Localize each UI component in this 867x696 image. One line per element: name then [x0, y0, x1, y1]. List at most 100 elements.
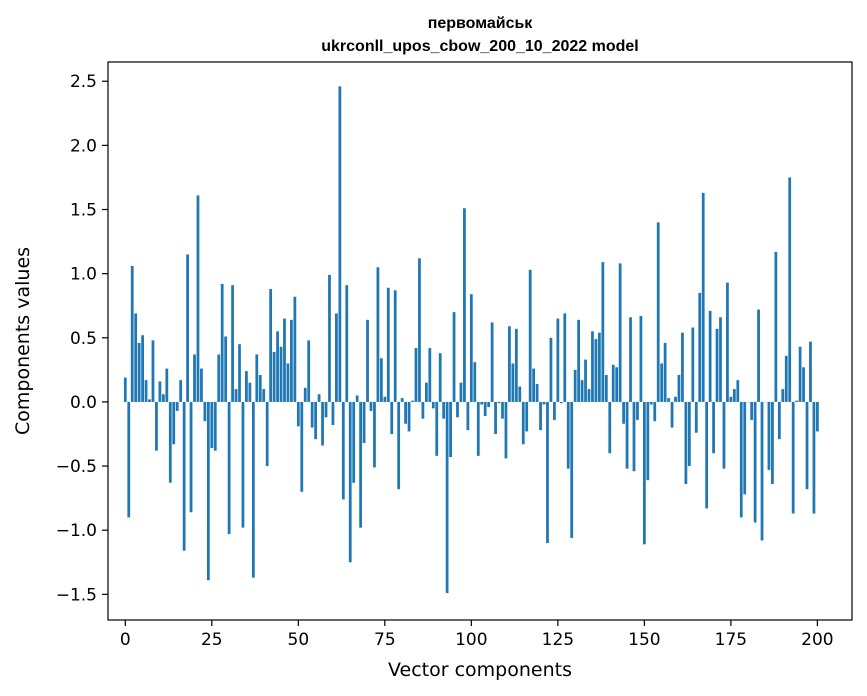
bar-component-179	[743, 401, 747, 495]
bar-component-134	[587, 389, 591, 402]
bar-component-113	[514, 328, 518, 402]
bar-component-196	[802, 367, 805, 402]
bar-component-17	[182, 401, 186, 551]
bar-component-40	[262, 389, 266, 402]
bar-component-49	[293, 296, 297, 402]
bar-component-22	[200, 368, 203, 402]
x-tick-label: 175	[715, 630, 747, 650]
bar-component-197	[805, 401, 809, 490]
bar-component-27	[217, 354, 221, 402]
plot-frame	[107, 61, 853, 621]
bar-component-83	[411, 400, 414, 402]
bar-component-102	[476, 401, 480, 456]
x-tick-label: 75	[374, 630, 396, 650]
bar-component-53	[307, 340, 311, 402]
bar-component-24	[206, 401, 210, 581]
bar-component-89	[431, 401, 435, 409]
bar-component-97	[459, 382, 463, 402]
bar-component-75	[383, 396, 387, 402]
x-tick-label: 25	[201, 630, 223, 650]
bar-component-122	[546, 401, 549, 544]
bar-component-126	[559, 401, 563, 404]
bar-component-170	[712, 401, 715, 454]
bar-component-176	[732, 389, 736, 402]
bar-component-155	[660, 363, 664, 402]
bar-component-141	[611, 364, 615, 402]
bar-component-132	[580, 380, 584, 402]
y-tick-label: −1.0	[56, 521, 97, 541]
bar-component-39	[258, 374, 262, 402]
bar-component-52	[303, 387, 307, 402]
bar-component-16	[179, 380, 183, 402]
bar-component-57	[321, 401, 324, 446]
bar-component-105	[487, 401, 491, 408]
bar-component-14	[172, 401, 176, 445]
bar-component-111	[508, 326, 511, 402]
bar-component-191	[784, 355, 788, 402]
bar-component-101	[473, 362, 477, 402]
bar-component-5	[141, 335, 144, 402]
bar-component-50	[296, 401, 300, 427]
y-tick-label: 0.0	[70, 393, 97, 413]
bar-component-66	[352, 401, 356, 483]
bar-component-8	[151, 340, 155, 402]
bar-component-91	[438, 353, 442, 402]
bar-component-82	[407, 401, 411, 432]
bar-component-18	[186, 254, 189, 402]
bar-component-123	[549, 337, 553, 402]
bar-component-187	[771, 401, 774, 485]
bar-component-160	[677, 374, 681, 402]
bar-component-58	[324, 401, 328, 418]
bar-component-107	[494, 401, 497, 434]
bar-component-74	[379, 358, 383, 402]
bar-component-38	[255, 354, 259, 402]
bar-component-139	[604, 374, 608, 402]
bar-component-72	[373, 401, 376, 468]
bar-component-199	[812, 401, 816, 514]
bar-component-108	[497, 401, 501, 404]
x-tick-label: 50	[288, 630, 310, 650]
bar-component-26	[213, 401, 217, 451]
bar-component-48	[290, 319, 293, 402]
bar-component-54	[310, 401, 314, 428]
bar-component-181	[750, 401, 754, 420]
bar-component-109	[501, 401, 504, 419]
bar-component-7	[148, 399, 151, 402]
bar-component-90	[435, 401, 439, 456]
bar-component-35	[245, 371, 248, 402]
bar-component-80	[400, 398, 404, 402]
bar-component-28	[220, 283, 224, 402]
bar-component-60	[331, 401, 335, 426]
bar-component-41	[265, 401, 269, 467]
bar-component-36	[248, 382, 252, 402]
bar-component-51	[300, 401, 304, 492]
bar-component-44	[276, 331, 279, 402]
bar-component-65	[348, 401, 352, 563]
bar-component-190	[781, 389, 785, 402]
y-tick-label: −0.5	[56, 457, 97, 477]
x-tick-label: 200	[801, 630, 833, 650]
bar-component-69	[362, 401, 366, 443]
bar-component-31	[231, 285, 234, 402]
bar-component-128	[566, 401, 570, 469]
bar-component-151	[646, 401, 650, 481]
bar-component-100	[469, 294, 473, 402]
bar-component-84	[414, 348, 418, 402]
bar-component-88	[428, 348, 432, 402]
y-tick-label: 2.5	[70, 72, 97, 92]
bar-component-115	[521, 401, 525, 445]
bar-component-46	[283, 318, 286, 402]
bar-component-10	[158, 381, 162, 402]
bar-component-103	[480, 401, 484, 405]
bar-component-148	[636, 401, 639, 420]
bar-component-149	[639, 315, 643, 402]
bar-component-137	[598, 332, 601, 402]
bar-component-136	[594, 339, 598, 402]
bar-component-45	[279, 346, 283, 402]
bar-component-154	[656, 222, 660, 402]
bar-component-99	[466, 401, 470, 431]
y-tick-label: 0.5	[70, 329, 97, 349]
y-tick-label: 1.5	[70, 201, 97, 221]
bar-component-198	[809, 341, 812, 402]
